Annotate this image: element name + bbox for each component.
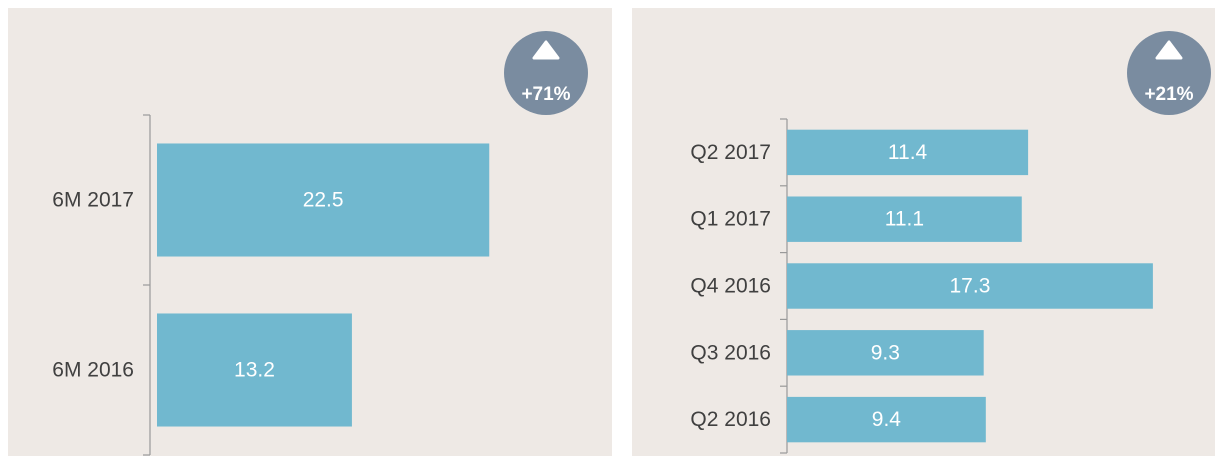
value-label: 17.3: [950, 275, 991, 298]
badge: [504, 31, 588, 115]
bar: [157, 143, 490, 257]
value-label: 9.3: [871, 341, 900, 364]
badge-arrow: [532, 40, 560, 60]
category-label: Q1 2017: [690, 208, 771, 231]
bar: [157, 313, 352, 427]
bar: [787, 129, 1029, 176]
value-label: 13.2: [234, 359, 275, 382]
bar: [787, 396, 986, 443]
badge-label: +71%: [521, 84, 570, 105]
value-label: 11.1: [885, 208, 924, 231]
badge: [1127, 31, 1211, 115]
bar: [787, 330, 984, 376]
value-label: 22.5: [303, 189, 344, 212]
category-label: Q2 2016: [690, 408, 771, 431]
bar: [787, 263, 1153, 309]
category-label: Q2 2017: [690, 141, 771, 164]
value-label: 11.4: [888, 141, 928, 164]
badge-label: +21%: [1144, 84, 1193, 105]
category-label: Q3 2016: [690, 341, 771, 364]
category-label: 6M 2016: [52, 359, 134, 382]
badge-arrow: [1155, 40, 1183, 60]
value-label: 9.4: [872, 408, 902, 431]
category-label: Q4 2016: [690, 275, 771, 298]
bar: [787, 196, 1022, 242]
category-label: 6M 2017: [52, 189, 134, 212]
